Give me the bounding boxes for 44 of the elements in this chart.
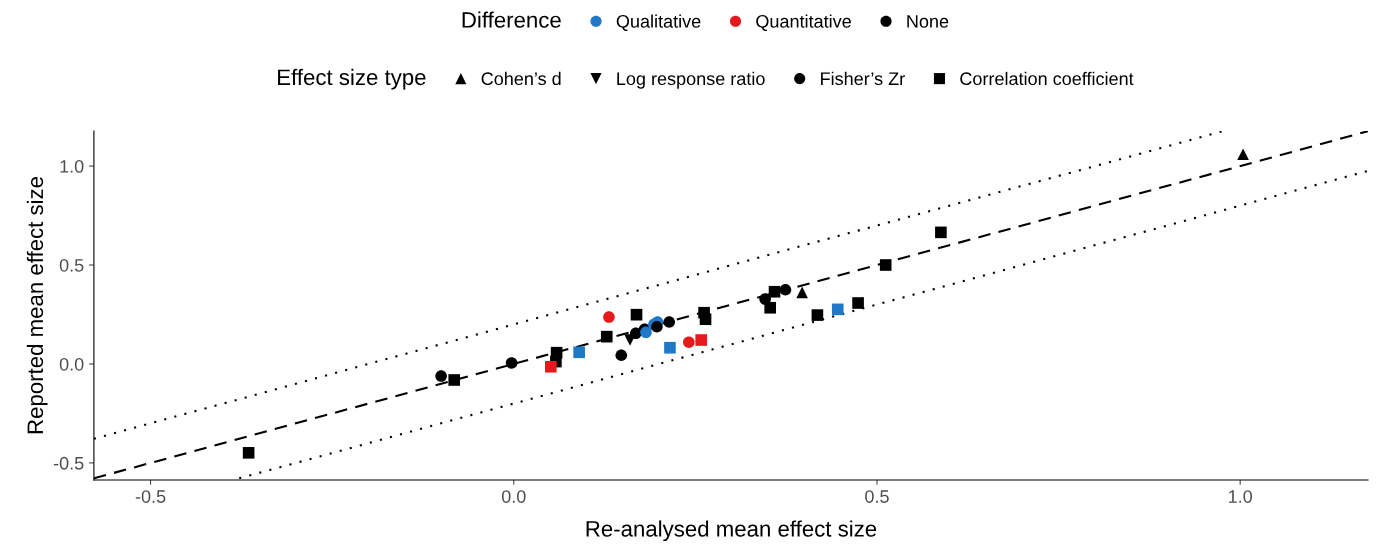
- point: [505, 357, 518, 369]
- point: [796, 286, 808, 299]
- legend-label: None: [907, 15, 949, 28]
- point: [852, 297, 864, 309]
- x-tick-label: 0.5: [865, 490, 889, 503]
- point: [242, 447, 255, 459]
- point: [879, 259, 892, 271]
- point: [663, 316, 676, 328]
- y-tick-label: 0.5: [59, 258, 84, 272]
- point: [615, 349, 628, 362]
- x-tick-label: 1.0: [1229, 490, 1253, 503]
- point: [683, 336, 695, 349]
- text: Difference: [462, 11, 561, 28]
- legend-label: Correlation coefficient: [960, 71, 1134, 86]
- text: Effect size type: [278, 68, 426, 90]
- point: [664, 341, 676, 354]
- legend-label: Qualitative: [616, 14, 701, 31]
- point: [699, 313, 712, 326]
- point: [768, 285, 781, 298]
- y-tick-label: -0.5: [53, 456, 84, 470]
- point: [811, 309, 824, 321]
- point: [695, 334, 707, 346]
- x-axis-title: Re-analysed mean effect size: [586, 520, 877, 542]
- point: [435, 370, 447, 382]
- x-tick-label: 0.0: [501, 490, 526, 503]
- point: [600, 330, 613, 343]
- y-tick-label: 1.0: [60, 160, 84, 173]
- legend-label: Log response ratio: [617, 71, 765, 89]
- y-axis-title: Reported mean effect size: [26, 176, 48, 434]
- point: [603, 311, 615, 323]
- point: [831, 303, 844, 316]
- point: [764, 301, 776, 314]
- point: [1237, 148, 1249, 160]
- y-tick-label: 0.0: [59, 357, 84, 371]
- legend-label: Fisher’s Zr: [821, 71, 905, 86]
- point: [935, 226, 947, 239]
- point: [545, 360, 557, 373]
- x-tick-label: -0.5: [135, 490, 166, 503]
- legend-label: Cohen’s d: [481, 71, 561, 86]
- point: [779, 283, 792, 296]
- legend-label: Quantitative: [756, 14, 851, 31]
- point: [630, 308, 643, 321]
- point: [573, 346, 585, 359]
- point: [448, 374, 461, 386]
